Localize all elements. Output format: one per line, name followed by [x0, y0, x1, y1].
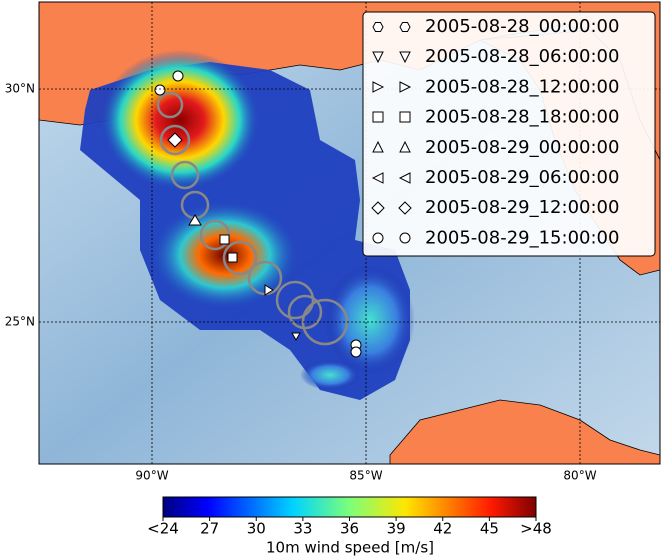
colorbar-tick-label: 39 [387, 520, 406, 538]
colorbar-label: 10m wind speed [m/s] [266, 539, 434, 557]
colorbar-tick-label: 36 [340, 520, 359, 538]
colorbar-tick-label: 30 [247, 520, 266, 538]
y-label: 30°N [5, 82, 35, 96]
legend-label: 2005-08-28_18:00:00 [425, 107, 619, 128]
legend-label: 2005-08-28_06:00:00 [425, 46, 619, 67]
legend-label: 2005-08-28_12:00:00 [425, 76, 619, 97]
legend-label: 2005-08-28_00:00:00 [425, 16, 619, 37]
colorbar-tick-label: 45 [480, 520, 499, 538]
legend-label: 2005-08-29_15:00:00 [425, 227, 619, 248]
colorbar-tick-label: <24 [147, 520, 179, 538]
colorbar [162, 496, 537, 518]
x-label: 80°W [563, 469, 596, 483]
x-label: 85°W [349, 469, 382, 483]
colorbar-tick-label: 42 [433, 520, 452, 538]
colorbar-tick-label: 33 [293, 520, 312, 538]
x-label: 90°W [135, 469, 168, 483]
legend-label: 2005-08-29_12:00:00 [425, 197, 619, 218]
legend-label: 2005-08-29_00:00:00 [425, 137, 619, 158]
colorbar-tick-label: 27 [200, 520, 219, 538]
colorbar-tick-label: >48 [520, 520, 552, 538]
legend: 2005-08-28_00:00:00 2005-08-28_06:00:00 20… [362, 11, 656, 257]
legend-label: 2005-08-29_06:00:00 [425, 167, 619, 188]
y-label: 25°N [5, 315, 35, 329]
